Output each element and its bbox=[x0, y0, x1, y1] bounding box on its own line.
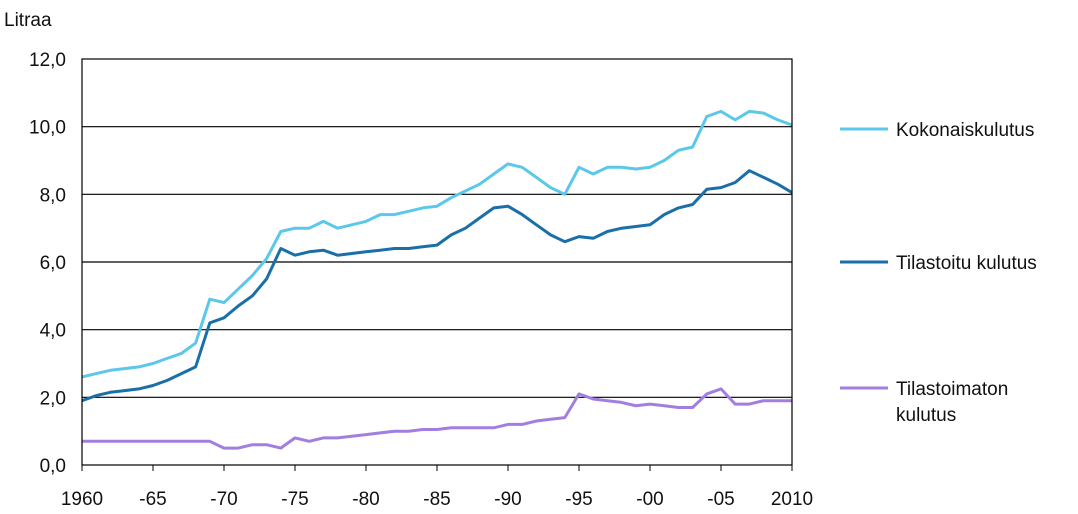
legend-label: Kokonaiskulutus bbox=[896, 120, 1034, 141]
legend-item: Kokonaiskulutus bbox=[840, 120, 1034, 141]
y-tick-label: 10,0 bbox=[29, 118, 66, 139]
x-tick-label: -75 bbox=[281, 489, 308, 510]
data-series bbox=[81, 109, 793, 450]
series-line-kokonaiskulutus bbox=[81, 109, 793, 379]
series-line-tilastoitu-kulutus bbox=[81, 169, 793, 403]
y-tick-label: 4,0 bbox=[40, 321, 66, 342]
y-tick-labels: 0,0 2,0 4,0 6,0 8,0 10,0 12,0 bbox=[29, 50, 66, 477]
x-tick-label: -85 bbox=[423, 489, 450, 510]
x-tick-label: 2010 bbox=[771, 489, 813, 510]
x-tick-label: -70 bbox=[210, 489, 237, 510]
y-tick-label: 6,0 bbox=[40, 253, 66, 274]
x-tick-label: -90 bbox=[494, 489, 521, 510]
y-tick-label: 2,0 bbox=[40, 388, 66, 409]
x-tick-label: -80 bbox=[352, 489, 379, 510]
plot-area-border bbox=[81, 58, 793, 466]
legend: Kokonaiskulutus Tilastoitu kulutus Tilasto… bbox=[840, 120, 1037, 426]
y-axis-label: Litraa bbox=[4, 10, 52, 31]
series-line-tilastoimaton-kulutus bbox=[82, 387, 792, 450]
legend-label: kulutus bbox=[896, 405, 956, 426]
y-tick-label: 12,0 bbox=[29, 50, 66, 71]
x-tick-label: 1960 bbox=[61, 489, 103, 510]
y-tick-label: 0,0 bbox=[40, 456, 66, 477]
x-tick-label: -65 bbox=[139, 489, 166, 510]
legend-item: Tilastoimaton kulutus bbox=[840, 379, 1008, 426]
y-tick-label: 8,0 bbox=[40, 185, 66, 206]
legend-label: Tilastoitu kulutus bbox=[896, 253, 1037, 274]
x-tick-label: -05 bbox=[707, 489, 734, 510]
x-tick-label: -00 bbox=[636, 489, 663, 510]
legend-item: Tilastoitu kulutus bbox=[840, 253, 1037, 274]
legend-label: Tilastoimaton bbox=[896, 379, 1008, 400]
gridlines bbox=[82, 126, 792, 398]
x-tick-label: -95 bbox=[565, 489, 592, 510]
x-tick-labels: 1960 -65 -70 -75 -80 -85 -90 -95 -00 -05 2010 bbox=[61, 465, 813, 510]
